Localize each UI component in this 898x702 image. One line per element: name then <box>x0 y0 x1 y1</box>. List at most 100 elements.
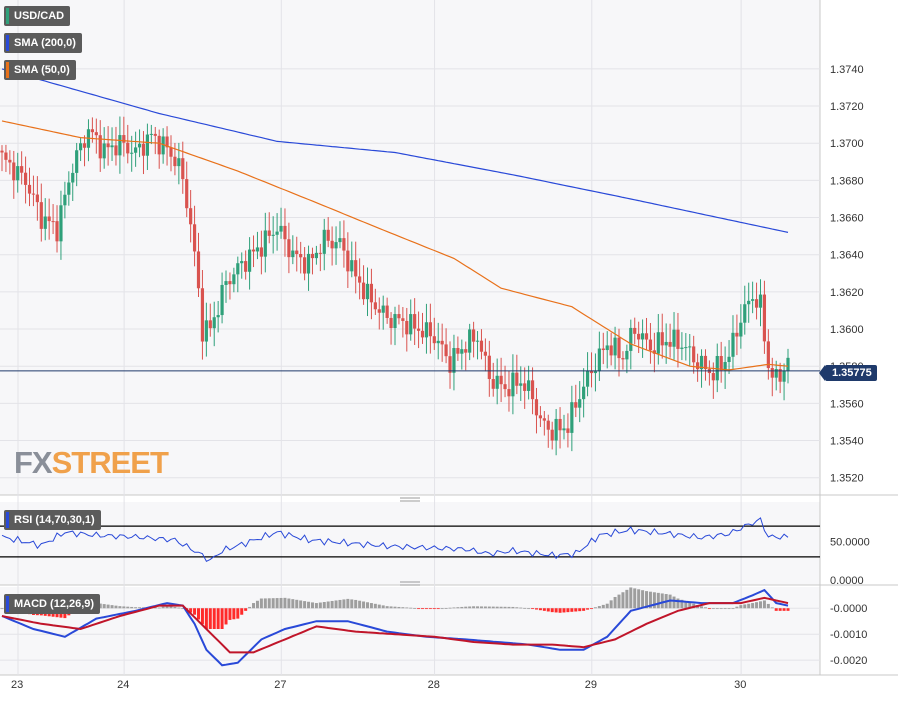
histogram-bar-positive <box>711 608 715 610</box>
sma50-legend[interactable]: SMA (50,0) <box>4 60 76 80</box>
candle-down <box>637 321 641 354</box>
candle-up <box>393 306 397 346</box>
histogram-bar-positive <box>523 607 527 609</box>
histogram-bar-negative <box>558 608 562 613</box>
candle-up <box>578 381 582 423</box>
candle-body <box>267 230 271 236</box>
rsi-panel-title[interactable]: RSI (14,70,30,1) <box>4 510 101 530</box>
candle-down <box>420 312 425 344</box>
candle-body <box>766 341 770 369</box>
histogram-bar-positive <box>314 603 318 609</box>
histogram-bar-positive <box>252 603 256 609</box>
candle-up <box>350 241 354 278</box>
candle-up <box>656 314 660 365</box>
macd-panel-title[interactable]: MACD (12,26,9) <box>4 594 101 614</box>
histogram-bar-negative <box>236 608 240 619</box>
candle-up <box>723 346 727 389</box>
candle-down <box>389 312 393 345</box>
candle-down <box>4 144 8 172</box>
candle-up <box>688 334 692 366</box>
candle-down <box>354 241 358 294</box>
histogram-bar-positive <box>161 606 165 609</box>
histogram-bar-positive <box>330 600 334 609</box>
candle-body <box>287 239 291 258</box>
sma200-legend-label: SMA (200,0) <box>14 37 76 49</box>
candle-body <box>361 282 366 300</box>
candle-down <box>515 354 519 395</box>
candle-body <box>322 229 326 254</box>
candle-body <box>519 383 523 386</box>
candle-body <box>696 362 700 370</box>
candle-body <box>216 315 220 318</box>
histogram-bar-positive <box>389 606 393 609</box>
candle-body <box>664 341 668 346</box>
candle-body <box>786 357 790 371</box>
sma200-swatch <box>6 35 9 51</box>
rsi-line <box>1 517 789 562</box>
candle-body <box>134 147 138 153</box>
price-tick-label: 1.3600 <box>830 324 864 336</box>
candle-down <box>318 243 322 272</box>
histogram-bar-negative <box>534 608 538 610</box>
histogram-bar-positive <box>102 604 106 609</box>
histogram-bar-positive <box>114 605 118 609</box>
candle-down <box>754 282 759 320</box>
histogram-bar-positive <box>358 600 362 609</box>
candle-body <box>668 341 672 347</box>
candle-down <box>94 118 98 154</box>
candle-body <box>633 327 637 334</box>
candle-up <box>149 124 153 145</box>
histogram-bar-negative <box>204 608 208 629</box>
candle-up <box>554 408 558 456</box>
histogram-bar-positive <box>0 608 4 610</box>
candle-body <box>55 221 59 242</box>
histogram-bar-positive <box>483 606 487 609</box>
candle-body <box>582 386 586 400</box>
candle-body <box>314 252 318 259</box>
candle-body <box>299 254 303 258</box>
candle-down <box>153 126 157 155</box>
histogram-bar-positive <box>703 607 707 609</box>
candle-down <box>196 232 201 297</box>
candle-down <box>20 151 24 185</box>
candle-body <box>428 322 432 337</box>
candle-body <box>507 389 511 397</box>
candle-body <box>20 166 24 173</box>
candle-down <box>169 135 173 172</box>
candle-body <box>338 238 342 243</box>
candle-down <box>82 135 87 167</box>
candle-body <box>546 420 550 430</box>
candle-down <box>295 236 299 272</box>
sma200-legend[interactable]: SMA (200,0) <box>4 33 82 53</box>
candle-down <box>676 312 680 368</box>
candle-body <box>601 348 605 351</box>
price-panel-title[interactable]: USD/CAD <box>4 6 71 26</box>
candle-up <box>424 303 429 354</box>
candle-body <box>397 314 401 319</box>
candle-body <box>114 145 118 156</box>
candle-body <box>692 346 696 363</box>
last-price-badge: 1.35775 <box>819 365 877 381</box>
histogram-bar-positive <box>652 592 656 609</box>
histogram-bar-positive <box>118 606 122 609</box>
histogram-bar-positive <box>326 601 330 609</box>
time-tick-label: 30 <box>734 679 746 691</box>
candle-down <box>397 304 401 325</box>
candle-body <box>141 143 146 156</box>
candle-up <box>275 213 279 251</box>
candle-up <box>743 285 747 335</box>
histogram-bar-positive <box>499 606 503 609</box>
candle-body <box>672 329 676 347</box>
candle-body <box>554 418 558 441</box>
candle-down <box>31 175 36 207</box>
candle-body <box>200 288 205 342</box>
histogram-bar-positive <box>731 608 735 610</box>
histogram-bar-negative <box>417 608 421 610</box>
candle-down <box>440 323 444 362</box>
candle-down <box>719 341 723 383</box>
candle-up <box>102 127 106 169</box>
candle-up <box>731 315 735 369</box>
histogram-bar-positive <box>181 608 185 610</box>
candle-body <box>597 348 601 372</box>
histogram-bar-positive <box>715 608 719 610</box>
